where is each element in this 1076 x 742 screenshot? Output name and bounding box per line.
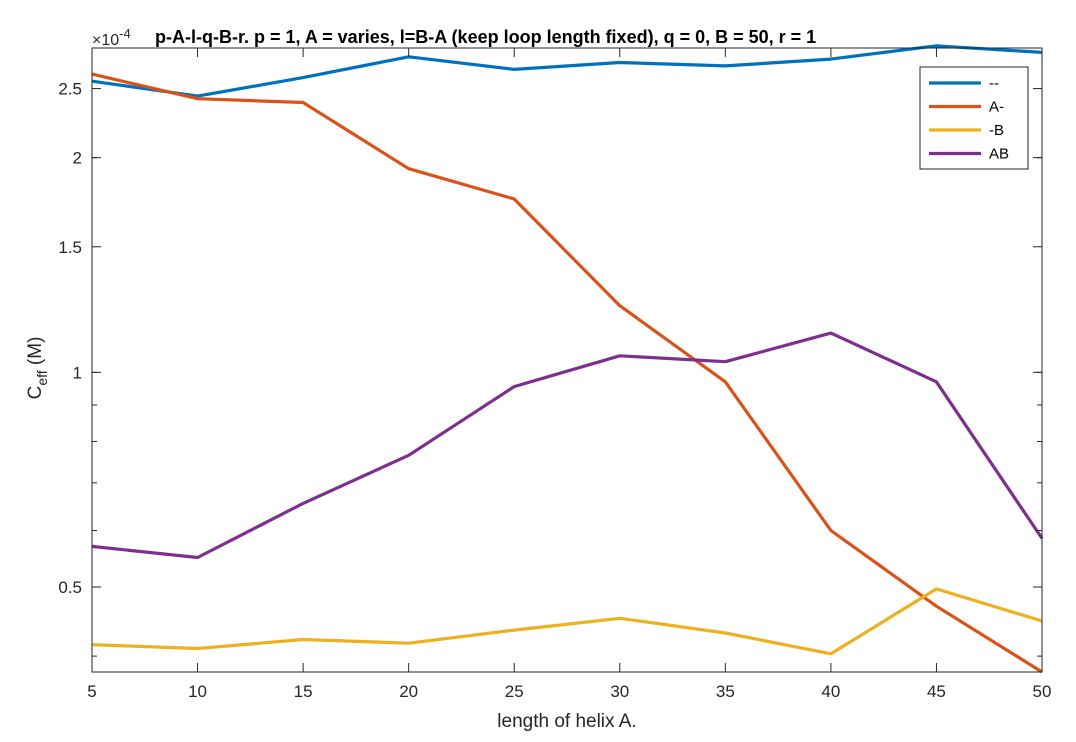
series-layer [91, 44, 1044, 674]
x-tick-label: 25 [505, 682, 524, 701]
legend: -- A- -B AB [919, 66, 1029, 170]
series-line-3 [91, 587, 1043, 656]
x-tick-label: 35 [716, 682, 735, 701]
axes-box [91, 47, 1043, 673]
y-axis-label-unit: (M) [25, 337, 46, 371]
series-line-4 [91, 331, 1044, 560]
y-exponent-label: ×10-4 [92, 26, 131, 49]
x-tick-label: 20 [399, 682, 418, 701]
chart-title: p-A-l-q-B-r. p = 1, A = varies, l=B-A (k… [155, 27, 816, 47]
x-axis-label: length of helix A. [497, 711, 636, 732]
y-tick-label: 1 [73, 363, 82, 382]
x-tick-label: 45 [927, 682, 946, 701]
y-axis-label-sub: eff [34, 370, 50, 385]
y-tick-label: 2.5 [58, 80, 82, 99]
y-tick-label: 0.5 [58, 578, 82, 597]
y-exponent-power: -4 [119, 26, 131, 41]
legend-label: -B [989, 122, 1004, 139]
series-line-1 [91, 44, 1043, 98]
y-tick-label: 1.5 [58, 238, 82, 257]
y-tick-label: 2 [73, 149, 82, 168]
y-axis-label: Ceff (M) [25, 337, 50, 400]
axes-layer: 0.5 1 1.5 2 2.5 5 10 15 20 25 30 35 40 45 50 [58, 47, 1052, 701]
x-tick-label: 10 [188, 682, 207, 701]
x-tick-label: 40 [821, 682, 840, 701]
legend-label: AB [989, 146, 1009, 163]
y-exponent-base: ×10 [92, 32, 119, 49]
y-axis-label-main: C [25, 386, 46, 400]
legend-label: A- [989, 99, 1004, 116]
x-tick-label: 50 [1033, 682, 1052, 701]
x-tick-label: 5 [87, 682, 96, 701]
legend-label: -- [989, 75, 999, 92]
x-tick-label: 30 [610, 682, 629, 701]
x-tick-label: 15 [294, 682, 313, 701]
series-line-2 [91, 72, 1043, 674]
